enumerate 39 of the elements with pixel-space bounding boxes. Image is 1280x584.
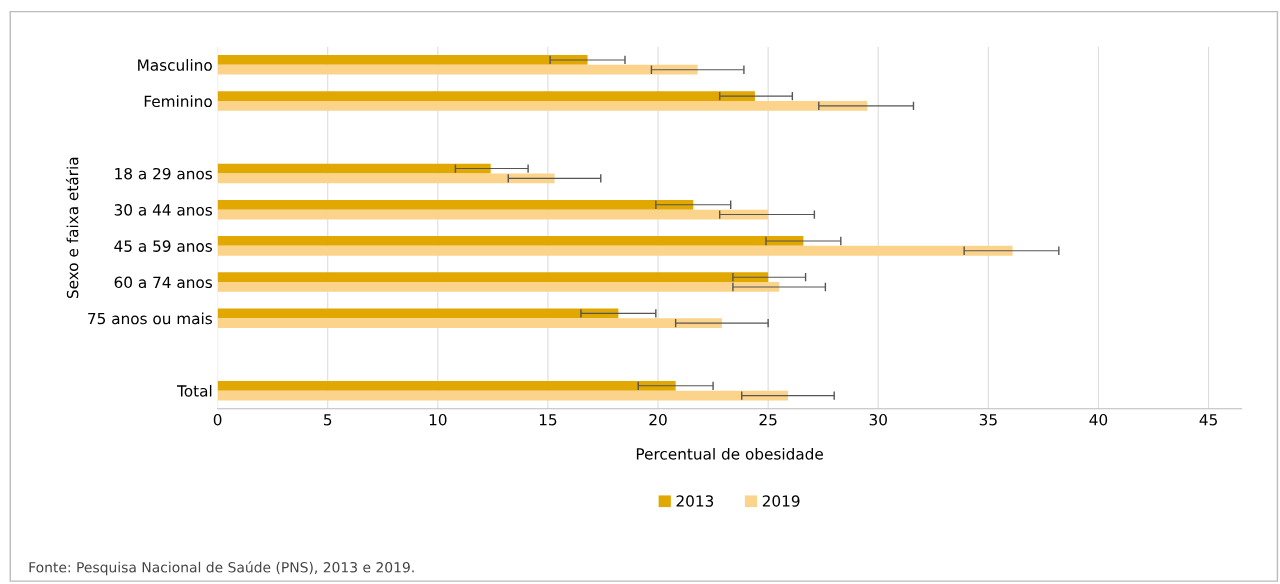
y-tick-label: 30 a 44 anos: [114, 204, 212, 216]
legend-label: 2019: [762, 495, 800, 507]
x-tick-label: 45: [1199, 414, 1217, 426]
bar: [217, 64, 698, 75]
x-tick-label: 0: [213, 413, 222, 426]
source-note: Fonte: Pesquisa Nacional de Saúde (PNS), 2013 e 2019.: [29, 561, 414, 576]
bar: [217, 236, 804, 246]
x-tick-label: 10: [429, 413, 447, 426]
bar: [217, 55, 588, 65]
bar: [217, 91, 755, 102]
bar: [217, 380, 676, 391]
y-tick-label: Feminino: [144, 95, 212, 108]
y-axis-title: Sexo e faixa etária: [65, 157, 79, 299]
bar: [217, 173, 555, 184]
bar: [217, 245, 1013, 256]
bar: [217, 308, 619, 319]
x-tick-label: 35: [979, 413, 997, 426]
y-tick-label: 75 anos ou mais: [88, 312, 212, 325]
x-axis-title: Percentual de obesidade: [636, 447, 823, 460]
legend-label: 2013: [676, 495, 714, 507]
bar: [217, 272, 769, 283]
bar: [217, 199, 694, 210]
x-tick-label: 25: [759, 413, 777, 426]
bar: [217, 318, 722, 329]
y-tick-label: 60 a 74 anos: [114, 276, 212, 289]
bar: [217, 390, 788, 401]
bar: [217, 282, 780, 292]
bar: [217, 163, 491, 174]
x-tick-label: 15: [539, 414, 557, 426]
x-tick-label: 5: [324, 414, 332, 426]
bar: [217, 209, 769, 220]
x-tick-label: 40: [1089, 413, 1108, 426]
y-tick-label: Total: [177, 384, 212, 397]
y-tick-label: 18 a 29 anos: [115, 167, 212, 180]
bar: [217, 101, 868, 111]
x-tick-label: 20: [649, 413, 667, 426]
y-tick-label: 45 a 59 anos: [114, 240, 212, 252]
x-tick-label: 30: [869, 413, 887, 426]
y-tick-label: Masculino: [138, 59, 212, 71]
